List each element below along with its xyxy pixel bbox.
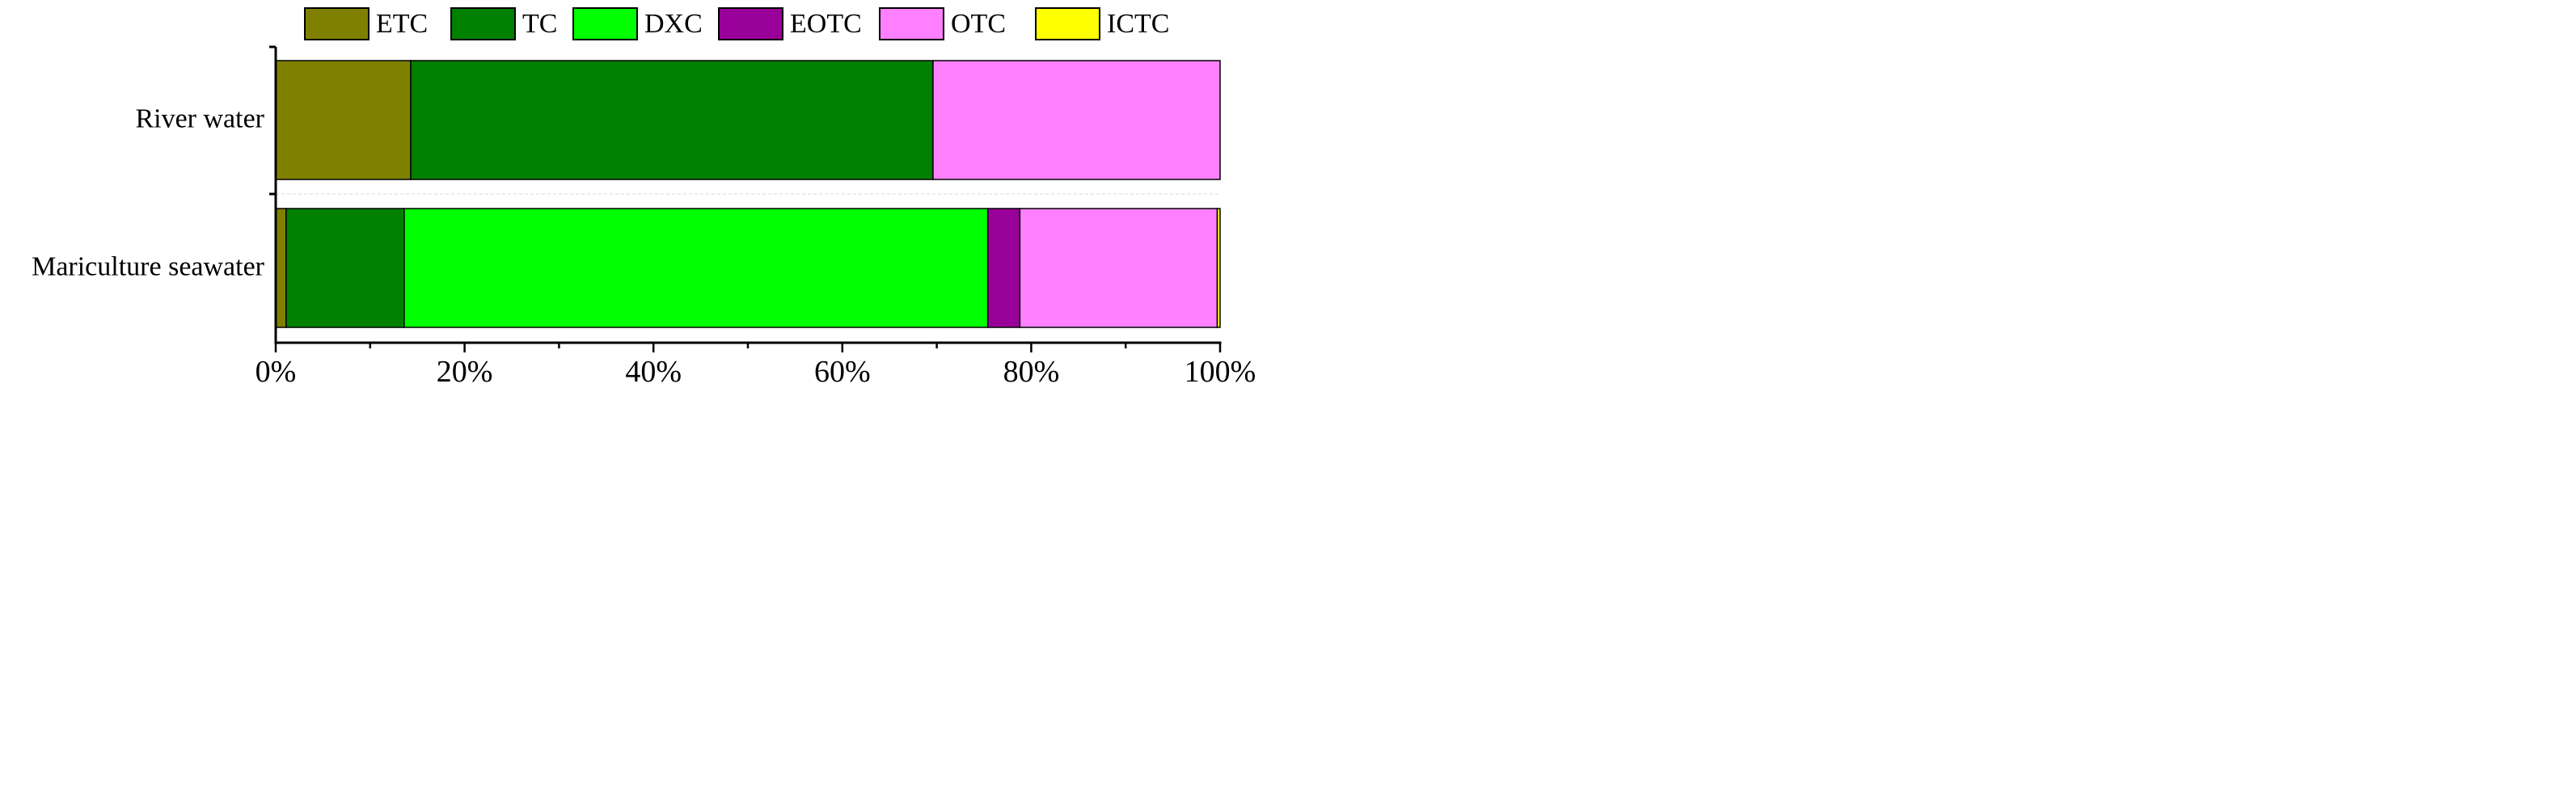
x-tick-label: 60% [814,355,871,389]
legend-swatch-otc [879,7,944,40]
legend-item-otc: OTC [879,7,1006,40]
legend-swatch-eotc [718,7,783,40]
legend-swatch-tc [450,7,516,40]
category-label-mariculture-seawater: Mariculture seawater [32,252,265,282]
x-tick-label: 0% [255,355,297,389]
bar-segment-dxc-mariculture-seawater [403,208,989,328]
plot-area [275,60,1221,328]
legend-label-etc: ETC [376,9,428,39]
legend-item-tc: TC [450,7,557,40]
x-tick-label: 80% [1003,355,1060,389]
legend-label-otc: OTC [951,9,1006,39]
legend-item-etc: ETC [304,7,428,40]
legend-item-ictc: ICTC [1035,7,1169,40]
legend-label-tc: TC [522,9,557,39]
bar-segment-tc-river-water [410,60,934,180]
legend-swatch-ictc [1035,7,1100,40]
category-label-river-water: River water [135,104,264,134]
legend-swatch-dxc [572,7,638,40]
legend-label-eotc: EOTC [790,9,862,39]
bar-segment-otc-river-water [932,60,1221,180]
bar-segment-etc-mariculture-seawater [275,208,287,328]
legend-item-dxc: DXC [572,7,703,40]
bar-segment-etc-river-water [275,60,412,180]
bar-segment-otc-mariculture-seawater [1019,208,1218,328]
x-tick-label: 20% [437,355,493,389]
legend-label-ictc: ICTC [1107,9,1169,39]
legend: ETC TC DXC EOTC OTC ICTC [304,7,1169,40]
bar-segment-ictc-mariculture-seawater [1216,208,1221,328]
bar-segment-tc-mariculture-seawater [285,208,405,328]
bar-segment-eotc-mariculture-seawater [986,208,1021,328]
x-tick-label: 100% [1185,355,1256,389]
x-tick-label: 40% [625,355,682,389]
legend-item-eotc: EOTC [718,7,862,40]
legend-label-dxc: DXC [644,9,703,39]
legend-swatch-etc [304,7,370,40]
axes: River water Mariculture seawater 0% 20% 40% 6… [32,45,1256,389]
stacked-bar-chart: ETC TC DXC EOTC OTC ICTC River water Maricultu… [32,7,1256,389]
